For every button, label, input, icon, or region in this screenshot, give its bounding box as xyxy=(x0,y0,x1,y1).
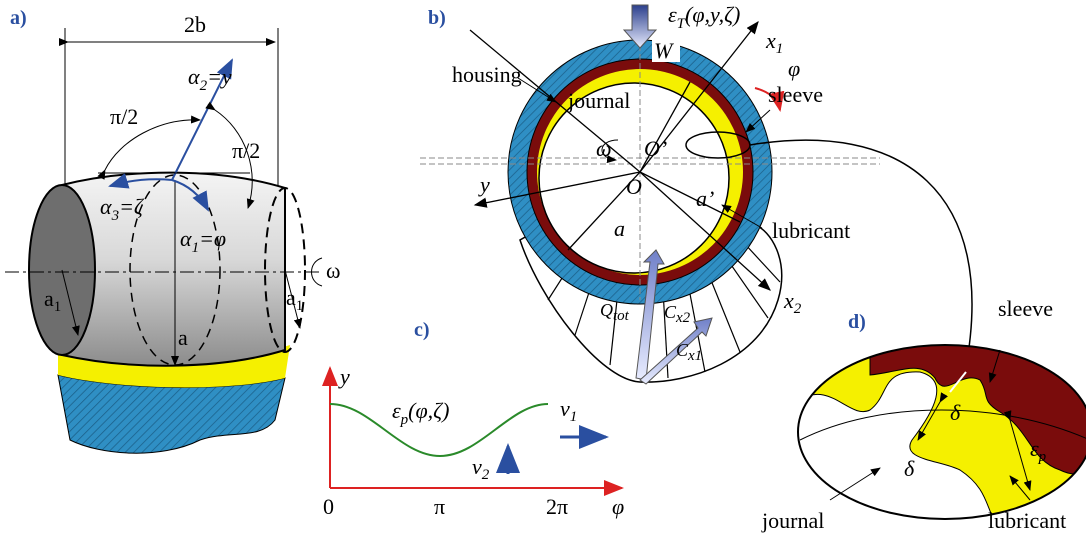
symbol: x xyxy=(783,288,794,313)
o-label: O xyxy=(626,174,642,199)
omega-label: ω xyxy=(326,258,340,283)
symbol: a xyxy=(44,286,54,311)
tick-label: 0 xyxy=(323,494,334,519)
subscript: x2 xyxy=(675,310,691,326)
symbol: ε xyxy=(392,398,401,423)
o-prime-label: O’ xyxy=(644,136,667,161)
panel-b: b) εT(φ,y,ζ) W x1 φ housing jour xyxy=(420,2,972,384)
lubricant-label: lubricant xyxy=(772,218,850,243)
v1-label: v1 xyxy=(560,396,577,425)
tick-label: 2π xyxy=(546,494,568,519)
a-label: a xyxy=(614,216,625,241)
panel-label: c) xyxy=(414,319,430,341)
symbol: α xyxy=(188,64,200,89)
symbol: v xyxy=(560,396,570,421)
tick-label: π xyxy=(434,494,445,519)
subscript: p xyxy=(1038,449,1047,465)
x2-label: x2 xyxy=(783,288,802,317)
y-label: y xyxy=(478,172,490,197)
omega-label: ω xyxy=(596,136,612,161)
delta-label: δ xyxy=(904,456,915,481)
suffix: (φ,y,ζ) xyxy=(685,2,740,27)
panel-c: c) y εp(φ,ζ) v1 v2 0 π 2π φ xyxy=(323,319,624,519)
subscript: 2 xyxy=(794,301,802,317)
subscript: 1 xyxy=(192,240,200,256)
suffix: (φ,ζ) xyxy=(408,398,449,423)
symbol: v xyxy=(472,454,482,479)
panel-label: d) xyxy=(848,311,866,333)
x1-label: x1 xyxy=(765,28,783,57)
angle-label: π/2 xyxy=(110,104,138,129)
sleeve-label: sleeve xyxy=(998,296,1053,321)
subscript: 1 xyxy=(296,298,304,314)
symbol: α xyxy=(180,226,192,251)
delta-label: δ xyxy=(950,400,961,425)
curve-label: εp(φ,ζ) xyxy=(392,398,449,428)
radius-label: a1 xyxy=(286,285,303,314)
x-axis-label: φ xyxy=(612,494,624,519)
symbol: x xyxy=(765,28,776,53)
detail-connector xyxy=(750,140,972,372)
subscript: x1 xyxy=(687,348,702,364)
v2-label: v2 xyxy=(472,454,490,483)
width-label: 2b xyxy=(184,12,206,37)
housing-label: housing xyxy=(452,62,522,87)
symbol: α xyxy=(100,194,112,219)
panel-a: a) 2b α2=y π/2 π/2 α3=ζ α1=φ ω a1 a a1 xyxy=(5,7,340,453)
lubricant-label: lubricant xyxy=(988,508,1066,533)
sleeve-label: sleeve xyxy=(768,82,823,107)
suffix: =φ xyxy=(199,226,226,251)
journal-label: journal xyxy=(567,88,630,113)
panel-d: d) sleeve δ δ εp journal lubricant xyxy=(761,296,1086,533)
subscript: 1 xyxy=(570,409,578,425)
page: {"panel_a":{"label":"a)","width":"2b","a… xyxy=(0,0,1086,540)
a-prime-label: a’ xyxy=(696,186,714,211)
angle-label: π/2 xyxy=(232,138,260,163)
journal-label: journal xyxy=(761,508,824,533)
subscript: 2 xyxy=(482,467,490,483)
strain-label: εT(φ,y,ζ) xyxy=(668,2,740,32)
radius-label: a xyxy=(178,325,188,350)
suffix: =y xyxy=(207,64,232,89)
load-label: W xyxy=(654,38,674,63)
suffix: =ζ xyxy=(119,194,145,219)
subscript: 1 xyxy=(54,299,62,315)
symbol: a xyxy=(286,285,296,310)
figure: a) 2b α2=y π/2 π/2 α3=ζ α1=φ ω a1 a a1 b… xyxy=(0,0,1086,540)
panel-label: a) xyxy=(10,7,27,29)
y-axis-label: y xyxy=(338,364,350,389)
symbol: Q xyxy=(600,300,613,320)
alpha2-label: α2=y xyxy=(188,64,232,94)
subscript: 1 xyxy=(776,41,784,57)
symbol: ε xyxy=(1030,436,1039,461)
subscript: tot xyxy=(613,308,630,324)
panel-label: b) xyxy=(428,7,446,29)
subscript: 3 xyxy=(111,208,120,224)
phi-label: φ xyxy=(788,56,800,81)
symbol: ε xyxy=(668,2,677,27)
